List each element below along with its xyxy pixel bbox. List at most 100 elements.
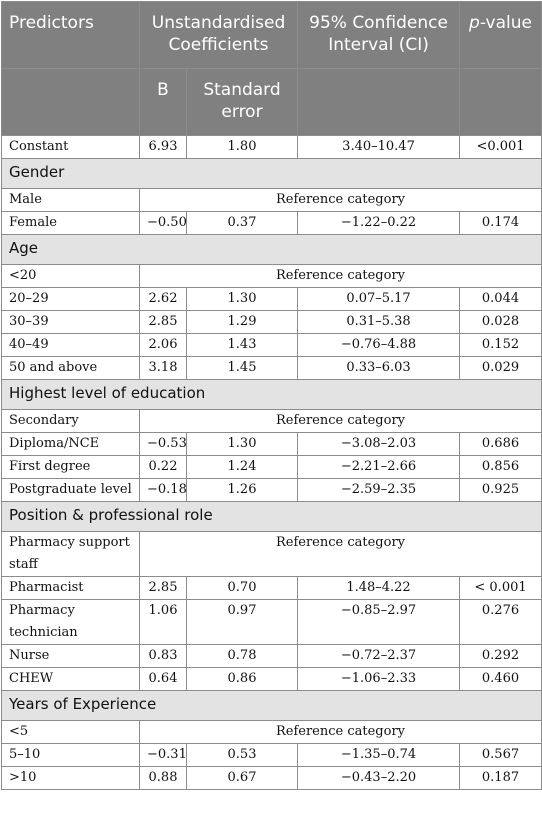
ci-cell: 3.40–10.47: [297, 135, 461, 159]
table-row: 30–39 2.85 1.29 0.31–5.38 0.028: [1, 310, 542, 334]
row-label: Female: [1, 211, 140, 235]
se-cell: 1.43: [185, 333, 299, 357]
se-cell: 1.30: [185, 432, 299, 456]
row-label: CHEW: [1, 667, 140, 691]
se-cell: 0.53: [185, 743, 299, 767]
section-title: Highest level of education: [0, 379, 542, 410]
b-cell: 2.62: [139, 287, 187, 311]
b-cell: 0.83: [139, 644, 187, 668]
table-row: Nurse 0.83 0.78 −0.72–2.37 0.292: [1, 644, 542, 668]
p-value-suffix: -value: [479, 13, 532, 33]
ci-cell: −1.22–0.22: [297, 211, 461, 235]
row-label: 5–10: [1, 743, 140, 767]
se-cell: 1.24: [185, 455, 299, 479]
empty-header-cell: [459, 68, 542, 136]
row-label: <20: [1, 264, 140, 288]
table-row: Postgraduate level −0.18 1.26 −2.59–2.35…: [1, 478, 542, 502]
p-cell: 0.856: [459, 455, 542, 479]
se-cell: 0.97: [185, 599, 299, 645]
section-age: Age: [0, 234, 542, 265]
section-title: Gender: [0, 158, 542, 189]
table-row-reference: Secondary Reference category: [1, 409, 542, 433]
section-title: Position & professional role: [0, 501, 542, 532]
ci-cell: −0.43–2.20: [297, 766, 461, 790]
table-row-constant: Constant 6.93 1.80 3.40–10.47 <0.001: [1, 135, 542, 159]
b-cell: −0.50: [139, 211, 187, 235]
row-label: <5: [1, 720, 140, 744]
b-cell: −0.18: [139, 478, 187, 502]
table-row: 5–10 −0.31 0.53 −1.35–0.74 0.567: [1, 743, 542, 767]
se-header: Standard error: [185, 68, 299, 136]
section-title: Age: [0, 234, 542, 265]
se-cell: 0.70: [185, 576, 299, 600]
row-label: Male: [1, 188, 140, 212]
table-row: Female −0.50 0.37 −1.22–0.22 0.174: [1, 211, 542, 235]
ci-cell: −1.35–0.74: [297, 743, 461, 767]
b-header: B: [139, 68, 187, 136]
table-row: Pharmacist 2.85 0.70 1.48–4.22 < 0.001: [1, 576, 542, 600]
p-value-italic: p: [469, 13, 480, 33]
ci-cell: −0.85–2.97: [297, 599, 461, 645]
p-cell: 0.174: [459, 211, 542, 235]
se-cell: 1.26: [185, 478, 299, 502]
p-cell: 0.925: [459, 478, 542, 502]
table-row: 20–29 2.62 1.30 0.07–5.17 0.044: [1, 287, 542, 311]
row-label: Nurse: [1, 644, 140, 668]
p-cell: 0.029: [459, 356, 542, 380]
reference-category: Reference category: [138, 720, 542, 744]
ci-cell: −0.76–4.88: [297, 333, 461, 357]
table-row: 40–49 2.06 1.43 −0.76–4.88 0.152: [1, 333, 542, 357]
b-cell: −0.31: [139, 743, 187, 767]
p-cell: 0.028: [459, 310, 542, 334]
table-row: Pharmacy technician 1.06 0.97 −0.85–2.97…: [1, 599, 542, 645]
se-cell: 1.30: [185, 287, 299, 311]
se-cell: 0.67: [185, 766, 299, 790]
regression-table: Predictors Unstandardised Coefficients 9…: [0, 1, 542, 790]
se-cell: 0.37: [185, 211, 299, 235]
p-cell: 0.292: [459, 644, 542, 668]
table-row: 50 and above 3.18 1.45 0.33–6.03 0.029: [1, 356, 542, 380]
table-row-reference: Male Reference category: [1, 188, 542, 212]
b-cell: 0.88: [139, 766, 187, 790]
p-value-header: p-value: [459, 1, 542, 69]
b-cell: 0.22: [139, 455, 187, 479]
section-gender: Gender: [0, 158, 542, 189]
b-cell: 2.06: [139, 333, 187, 357]
empty-header-cell: [1, 68, 140, 136]
row-label: Constant: [1, 135, 140, 159]
header-row-1: Predictors Unstandardised Coefficients 9…: [1, 1, 542, 69]
row-label: Pharmacy support staff: [1, 531, 140, 577]
section-position: Position & professional role: [0, 501, 542, 532]
se-cell: 1.80: [185, 135, 299, 159]
se-cell: 0.78: [185, 644, 299, 668]
b-cell: 3.18: [139, 356, 187, 380]
section-education: Highest level of education: [0, 379, 542, 410]
row-label: Pharmacy technician: [1, 599, 140, 645]
table-row-reference: <5 Reference category: [1, 720, 542, 744]
ci-header: 95% Confidence Interval (CI): [297, 1, 461, 69]
table-row-reference: <20 Reference category: [1, 264, 542, 288]
se-cell: 0.86: [185, 667, 299, 691]
ci-cell: −2.59–2.35: [297, 478, 461, 502]
predictors-header: Predictors: [1, 1, 140, 69]
row-label: 20–29: [1, 287, 140, 311]
reference-category: Reference category: [138, 409, 542, 433]
p-cell: < 0.001: [459, 576, 542, 600]
row-label: 50 and above: [1, 356, 140, 380]
section-title: Years of Experience: [0, 690, 542, 721]
table-row: First degree 0.22 1.24 −2.21–2.66 0.856: [1, 455, 542, 479]
reference-category: Reference category: [138, 531, 542, 577]
table-row: CHEW 0.64 0.86 −1.06–2.33 0.460: [1, 667, 542, 691]
ci-cell: 1.48–4.22: [297, 576, 461, 600]
header-row-2: B Standard error: [1, 68, 542, 136]
p-cell: 0.044: [459, 287, 542, 311]
p-cell: 0.187: [459, 766, 542, 790]
row-label: >10: [1, 766, 140, 790]
p-cell: <0.001: [459, 135, 542, 159]
row-label: Postgraduate level: [1, 478, 140, 502]
p-cell: 0.686: [459, 432, 542, 456]
row-label: Pharmacist: [1, 576, 140, 600]
ci-cell: −2.21–2.66: [297, 455, 461, 479]
se-cell: 1.29: [185, 310, 299, 334]
row-label: First degree: [1, 455, 140, 479]
